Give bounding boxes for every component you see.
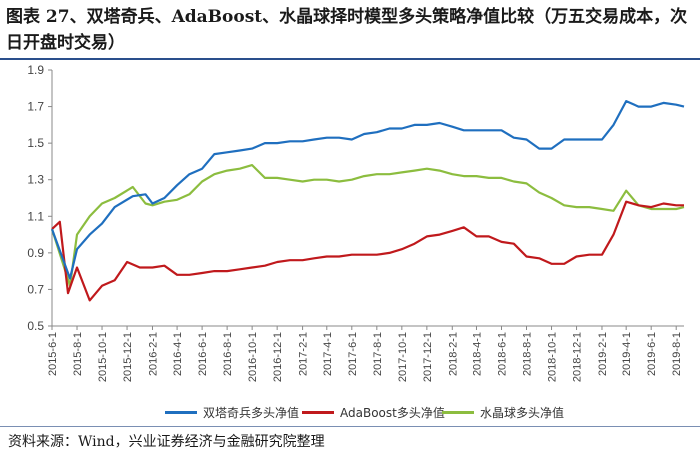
x-tick-label: 2018-2-1 [447,332,459,376]
x-tick-label: 2017-12-1 [422,332,434,382]
legend-item-crystal-ball: 水晶球多头净值 [442,404,564,421]
x-tick-label: 2016-6-1 [197,332,209,376]
y-tick-label: 0.5 [27,319,44,333]
legend-item-twin-towers: 双塔奇兵多头净值 [165,404,299,421]
x-tick-label: 2018-8-1 [522,332,534,376]
x-tick-label: 2019-4-1 [621,332,633,376]
header-rule [0,58,700,60]
x-tick-label: 2015-8-1 [72,332,84,376]
legend-item-adaboost: AdaBoost多头净值 [302,404,445,421]
legend-swatch [442,411,474,414]
x-tick-label: 2016-10-1 [247,332,259,382]
source-note: 资料来源：Wind，兴业证券经济与金融研究院整理 [8,434,325,450]
x-tick-label: 2019-6-1 [646,332,658,376]
x-tick-label: 2018-10-1 [547,332,559,382]
x-tick-label: 2017-4-1 [322,332,334,376]
series-line-adaboost [51,200,684,302]
chart-title: 图表 27、双塔奇兵、AdaBoost、水晶球择时模型多头策略净值比较（万五交易… [6,7,688,53]
x-tick-label: 2016-2-1 [147,332,159,376]
x-tick-label: 2017-10-1 [397,332,409,382]
x-tick-label: 2019-8-1 [671,332,683,376]
y-tick-label: 1.1 [27,209,44,223]
legend-label: 水晶球多头净值 [480,406,565,420]
x-tick-label: 2015-12-1 [122,332,134,382]
y-tick-label: 1.3 [27,173,44,187]
y-tick-label: 1.9 [27,63,44,77]
series-line-twin-towers [50,99,685,280]
x-tick-label: 2016-4-1 [172,332,184,376]
x-tick-label: 2015-10-1 [97,332,109,382]
x-tick-label: 2016-8-1 [222,332,234,376]
y-tick-label: 0.7 [27,282,44,296]
footer-rule [0,426,700,427]
x-tick-label: 2017-6-1 [347,332,359,376]
legend-swatch [302,411,334,414]
x-tick-label: 2019-2-1 [597,332,609,376]
chart-legend: 双塔奇兵多头净值 AdaBoost多头净值 水晶球多头净值 [0,404,700,422]
y-tick-label: 0.9 [27,246,44,260]
x-tick-label: 2015-6-1 [47,332,59,376]
x-tick-label: 2016-12-1 [272,332,284,382]
y-tick-label: 1.5 [27,136,44,150]
x-tick-label: 2018-12-1 [572,332,584,382]
y-tick-label: 1.7 [27,100,44,114]
x-tick-label: 2017-8-1 [372,332,384,376]
x-tick-label: 2017-2-1 [298,332,310,376]
x-tick-label: 2018-6-1 [496,332,508,376]
series-line-crystal-ball [50,163,685,287]
legend-swatch [165,411,197,414]
legend-label: 双塔奇兵多头净值 [203,406,300,420]
x-tick-label: 2018-4-1 [471,332,483,376]
legend-label: AdaBoost多头净值 [340,406,445,420]
